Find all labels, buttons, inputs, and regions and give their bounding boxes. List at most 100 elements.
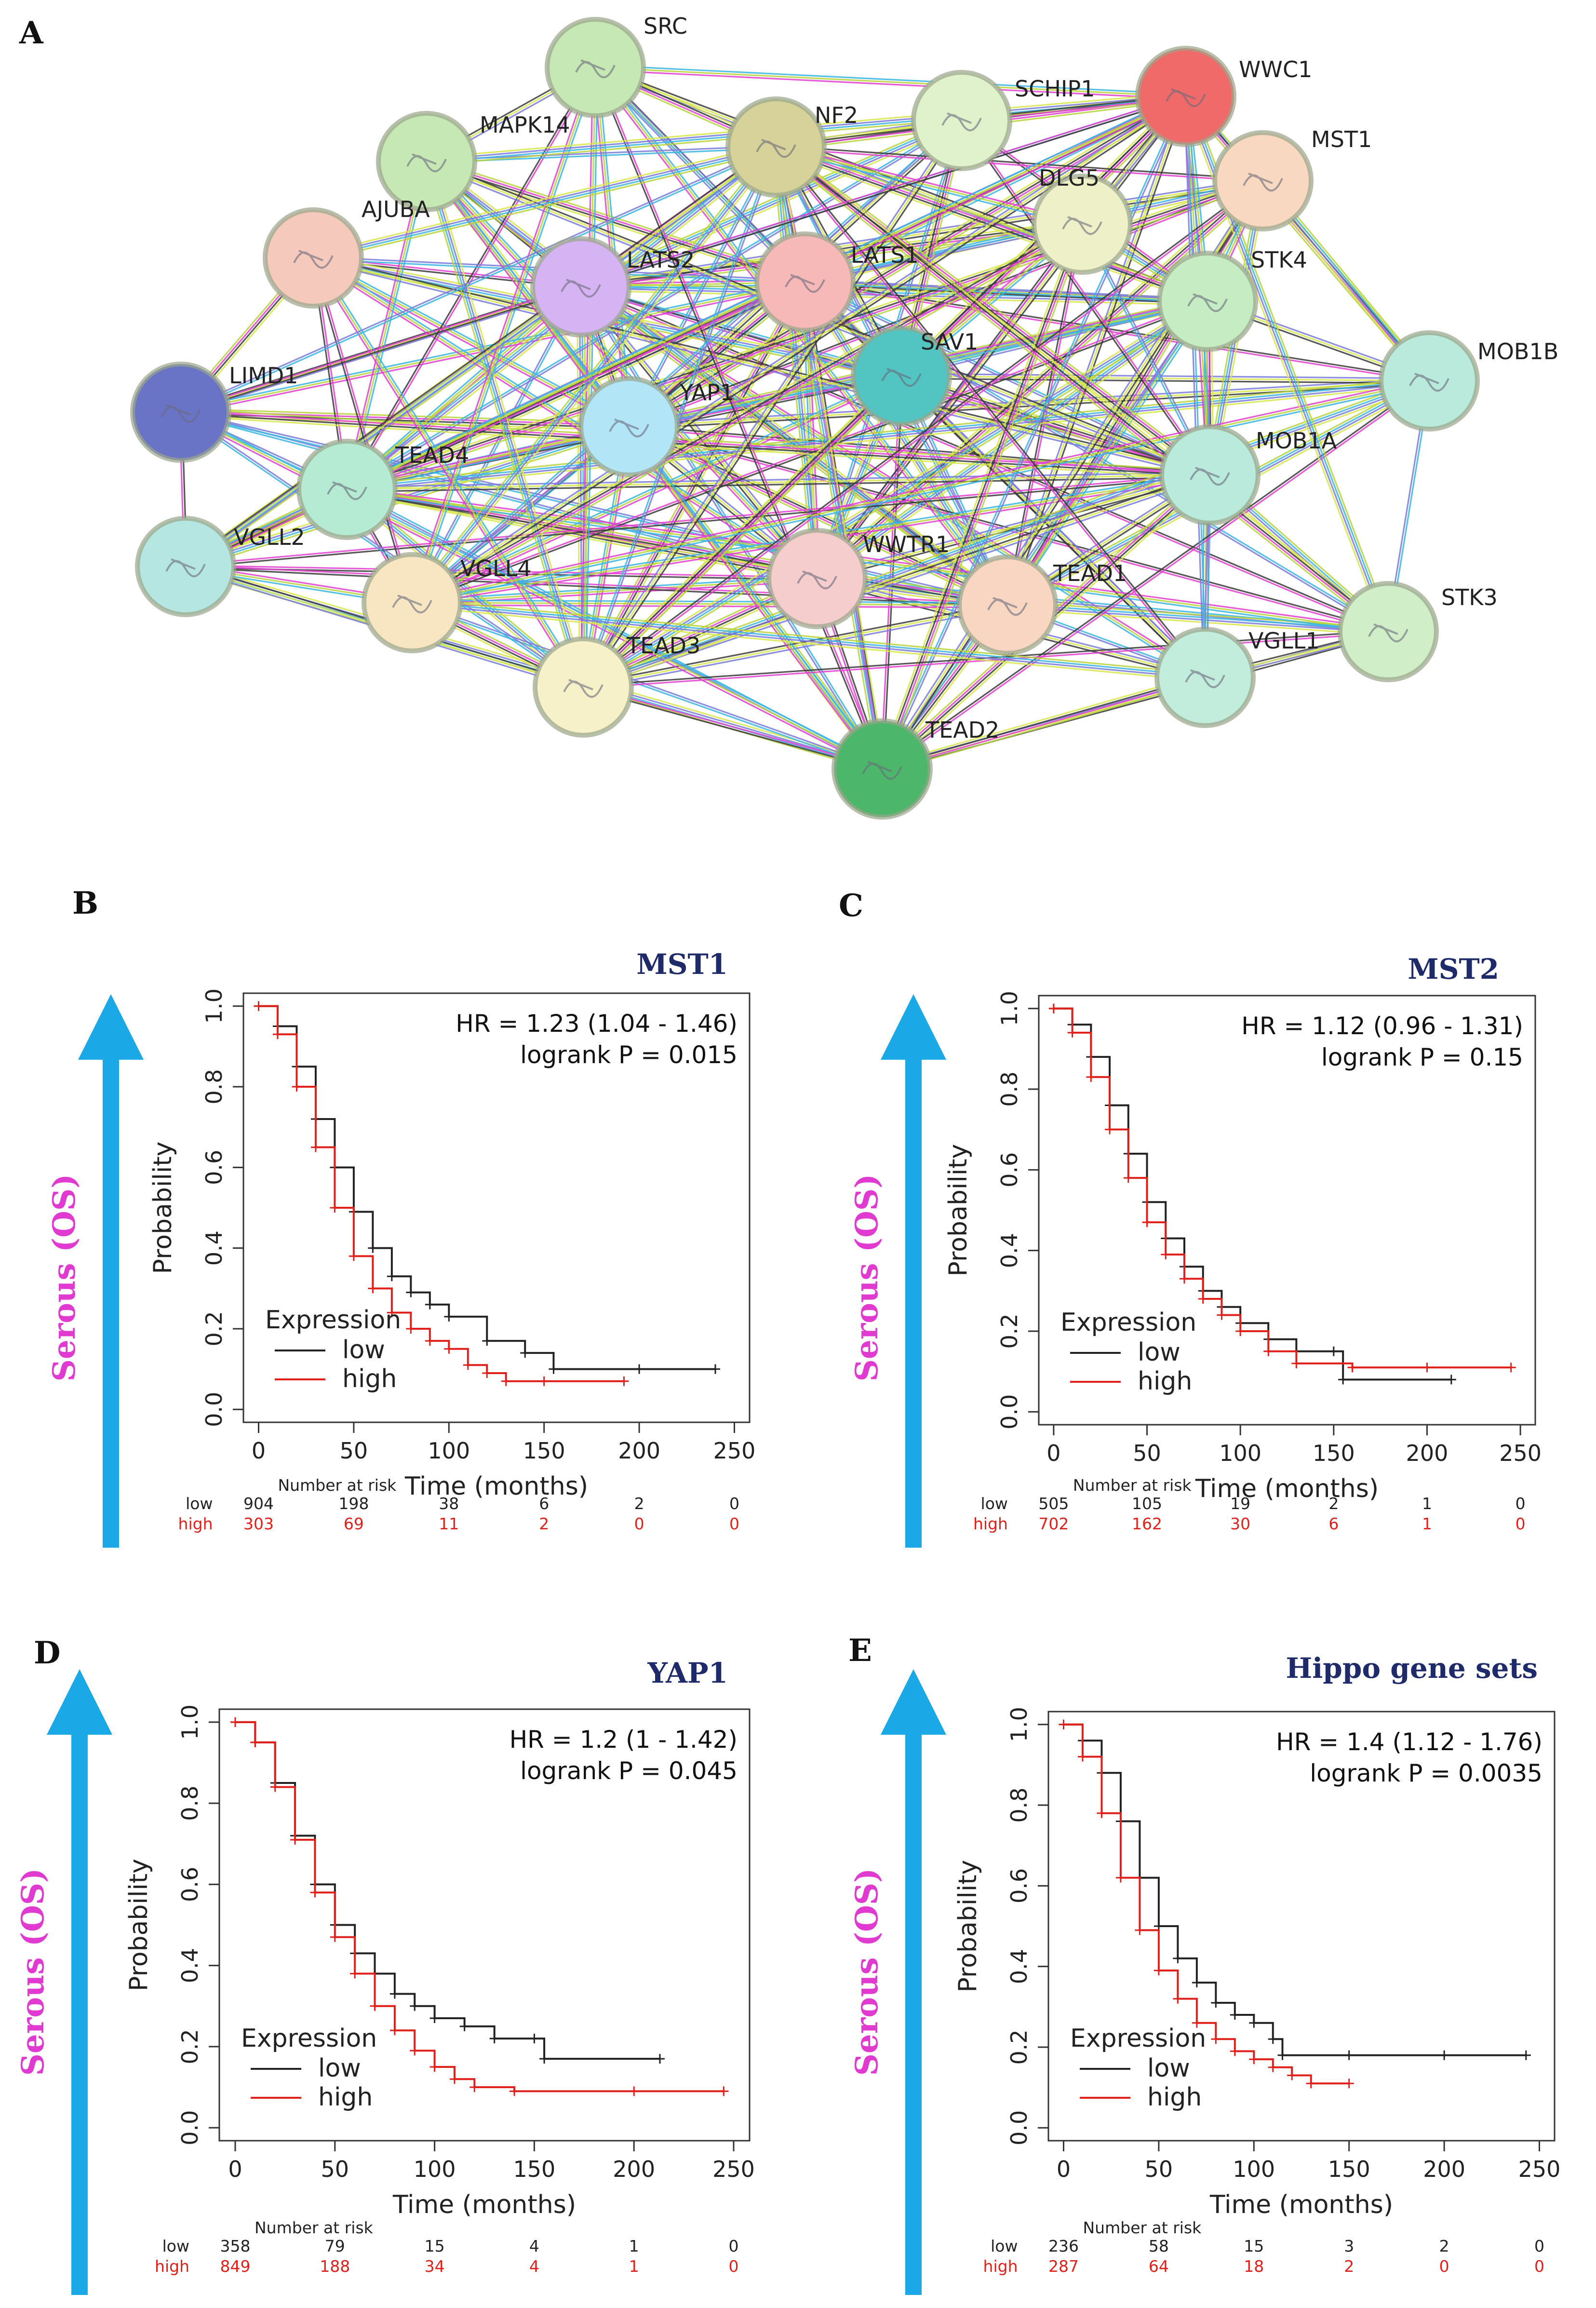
censor-mark (389, 2025, 400, 2036)
risk-value: 303 (243, 1514, 274, 1533)
censor-mark (1344, 2050, 1354, 2060)
protein-structure-icon (561, 279, 601, 298)
censor-mark (350, 1969, 360, 1979)
risk-value: 69 (344, 1514, 364, 1533)
censor-mark (1263, 1346, 1274, 1356)
node-label: TEAD1 (1053, 560, 1127, 586)
protein-structure-icon (406, 153, 447, 173)
y-tick-label: 0.4 (201, 1230, 227, 1266)
network-node-mob1a: MOB1A (1159, 424, 1337, 526)
x-tick-label: 0 (252, 1438, 266, 1464)
network-edge (347, 383, 1430, 494)
network-edge (180, 94, 1186, 412)
network-edge (412, 382, 1430, 606)
censor-mark (463, 1360, 473, 1370)
y-tick-label: 1.0 (177, 1704, 203, 1740)
censor-mark (1306, 2079, 1316, 2089)
network-edge (180, 145, 776, 412)
censor-mark (539, 1376, 549, 1386)
censor-mark (501, 1376, 511, 1386)
protein-structure-icon (609, 418, 649, 438)
censor-mark (1230, 2010, 1240, 2020)
network-edge (346, 286, 582, 490)
risk-value: 1 (629, 2257, 639, 2276)
panel-label: E (848, 1633, 872, 1669)
network-edge (312, 143, 776, 256)
censor-mark (482, 1336, 492, 1346)
censor-mark (634, 1364, 644, 1374)
censor-mark (429, 2013, 440, 2023)
network-edge (775, 148, 1082, 228)
network-edge (412, 605, 1205, 682)
panel-title: MST2 (1408, 953, 1499, 985)
network-edge (410, 220, 1081, 600)
network-edge (776, 144, 1083, 223)
risk-value: 3 (1344, 2237, 1354, 2255)
network-edge (1006, 179, 1263, 605)
legend-title: Expression (1060, 1308, 1196, 1337)
network-edge (347, 489, 1007, 607)
x-tick-label: 250 (1518, 2156, 1561, 2182)
node-circle (754, 231, 856, 333)
network-edge (776, 145, 1263, 181)
censor-mark (1328, 1346, 1339, 1356)
network-edge (880, 95, 1186, 769)
protein-structure-icon (1185, 669, 1225, 688)
y-axis-label: Probability (953, 1860, 982, 1993)
hazard-ratio-text: HR = 1.23 (1.04 - 1.46) (456, 1010, 738, 1038)
network-edge (179, 412, 583, 689)
network-edge (878, 222, 1080, 768)
censor-mark (520, 1348, 530, 1358)
network-edge (347, 67, 597, 491)
network-edge (313, 255, 1211, 473)
network-node-wwtr1: WWTR1 (766, 528, 950, 629)
network-edge (186, 475, 1210, 569)
panel-label: C (839, 888, 863, 924)
y-tick-label: 0.4 (996, 1233, 1022, 1268)
logrank-p-text: logrank P = 0.0035 (1310, 1759, 1542, 1787)
network-node-vgll1: VGLL1 (1154, 627, 1320, 728)
network-edge (412, 603, 1205, 680)
network-node-tead2: TEAD2 (832, 717, 999, 820)
network-node-schip1: SCHIP1 (911, 70, 1095, 171)
network-edge (310, 258, 582, 689)
censor-mark (1277, 2050, 1288, 2060)
network-edge (776, 145, 1390, 632)
node-label: VGLL4 (460, 555, 532, 581)
node-label: SRC (644, 13, 687, 39)
risk-value: 4 (529, 2237, 539, 2255)
network-node-mst1: MST1 (1212, 126, 1372, 231)
network-edge (583, 685, 883, 769)
network-edge (1007, 605, 1388, 634)
network-edge (881, 673, 1205, 767)
legend-label-high: high (1147, 2083, 1202, 2112)
network-edge (312, 259, 1210, 478)
risk-value: 6 (539, 1494, 549, 1513)
censor-mark (619, 1376, 629, 1386)
network-edge (346, 161, 428, 490)
network-edge (582, 472, 1209, 686)
censor-mark (310, 1142, 321, 1152)
censor-mark (387, 1271, 397, 1282)
censor-mark (1115, 1873, 1126, 1883)
censor-mark (270, 1782, 280, 1792)
node-circle (362, 552, 463, 653)
censor-mark (1230, 2046, 1240, 2056)
node-circle (1135, 46, 1236, 147)
x-tick-label: 250 (1499, 1440, 1542, 1466)
network-edge (427, 160, 1009, 605)
censor-mark (1446, 1375, 1456, 1385)
node-label: DLG5 (1039, 165, 1100, 191)
censor-mark (1291, 1358, 1301, 1368)
censor-mark (1268, 2062, 1278, 2072)
legend-label-low: low (342, 1336, 385, 1364)
node-circle (832, 718, 933, 820)
risk-row-label: high (155, 2257, 189, 2276)
network-edge (414, 148, 780, 606)
network-edge (901, 373, 1430, 379)
hazard-ratio-text: HR = 1.12 (0.96 - 1.31) (1241, 1012, 1523, 1040)
node-circle (1157, 251, 1258, 352)
censor-mark (1235, 1326, 1246, 1336)
plot-frame (1047, 1711, 1556, 2142)
node-label: TEAD3 (626, 633, 700, 659)
